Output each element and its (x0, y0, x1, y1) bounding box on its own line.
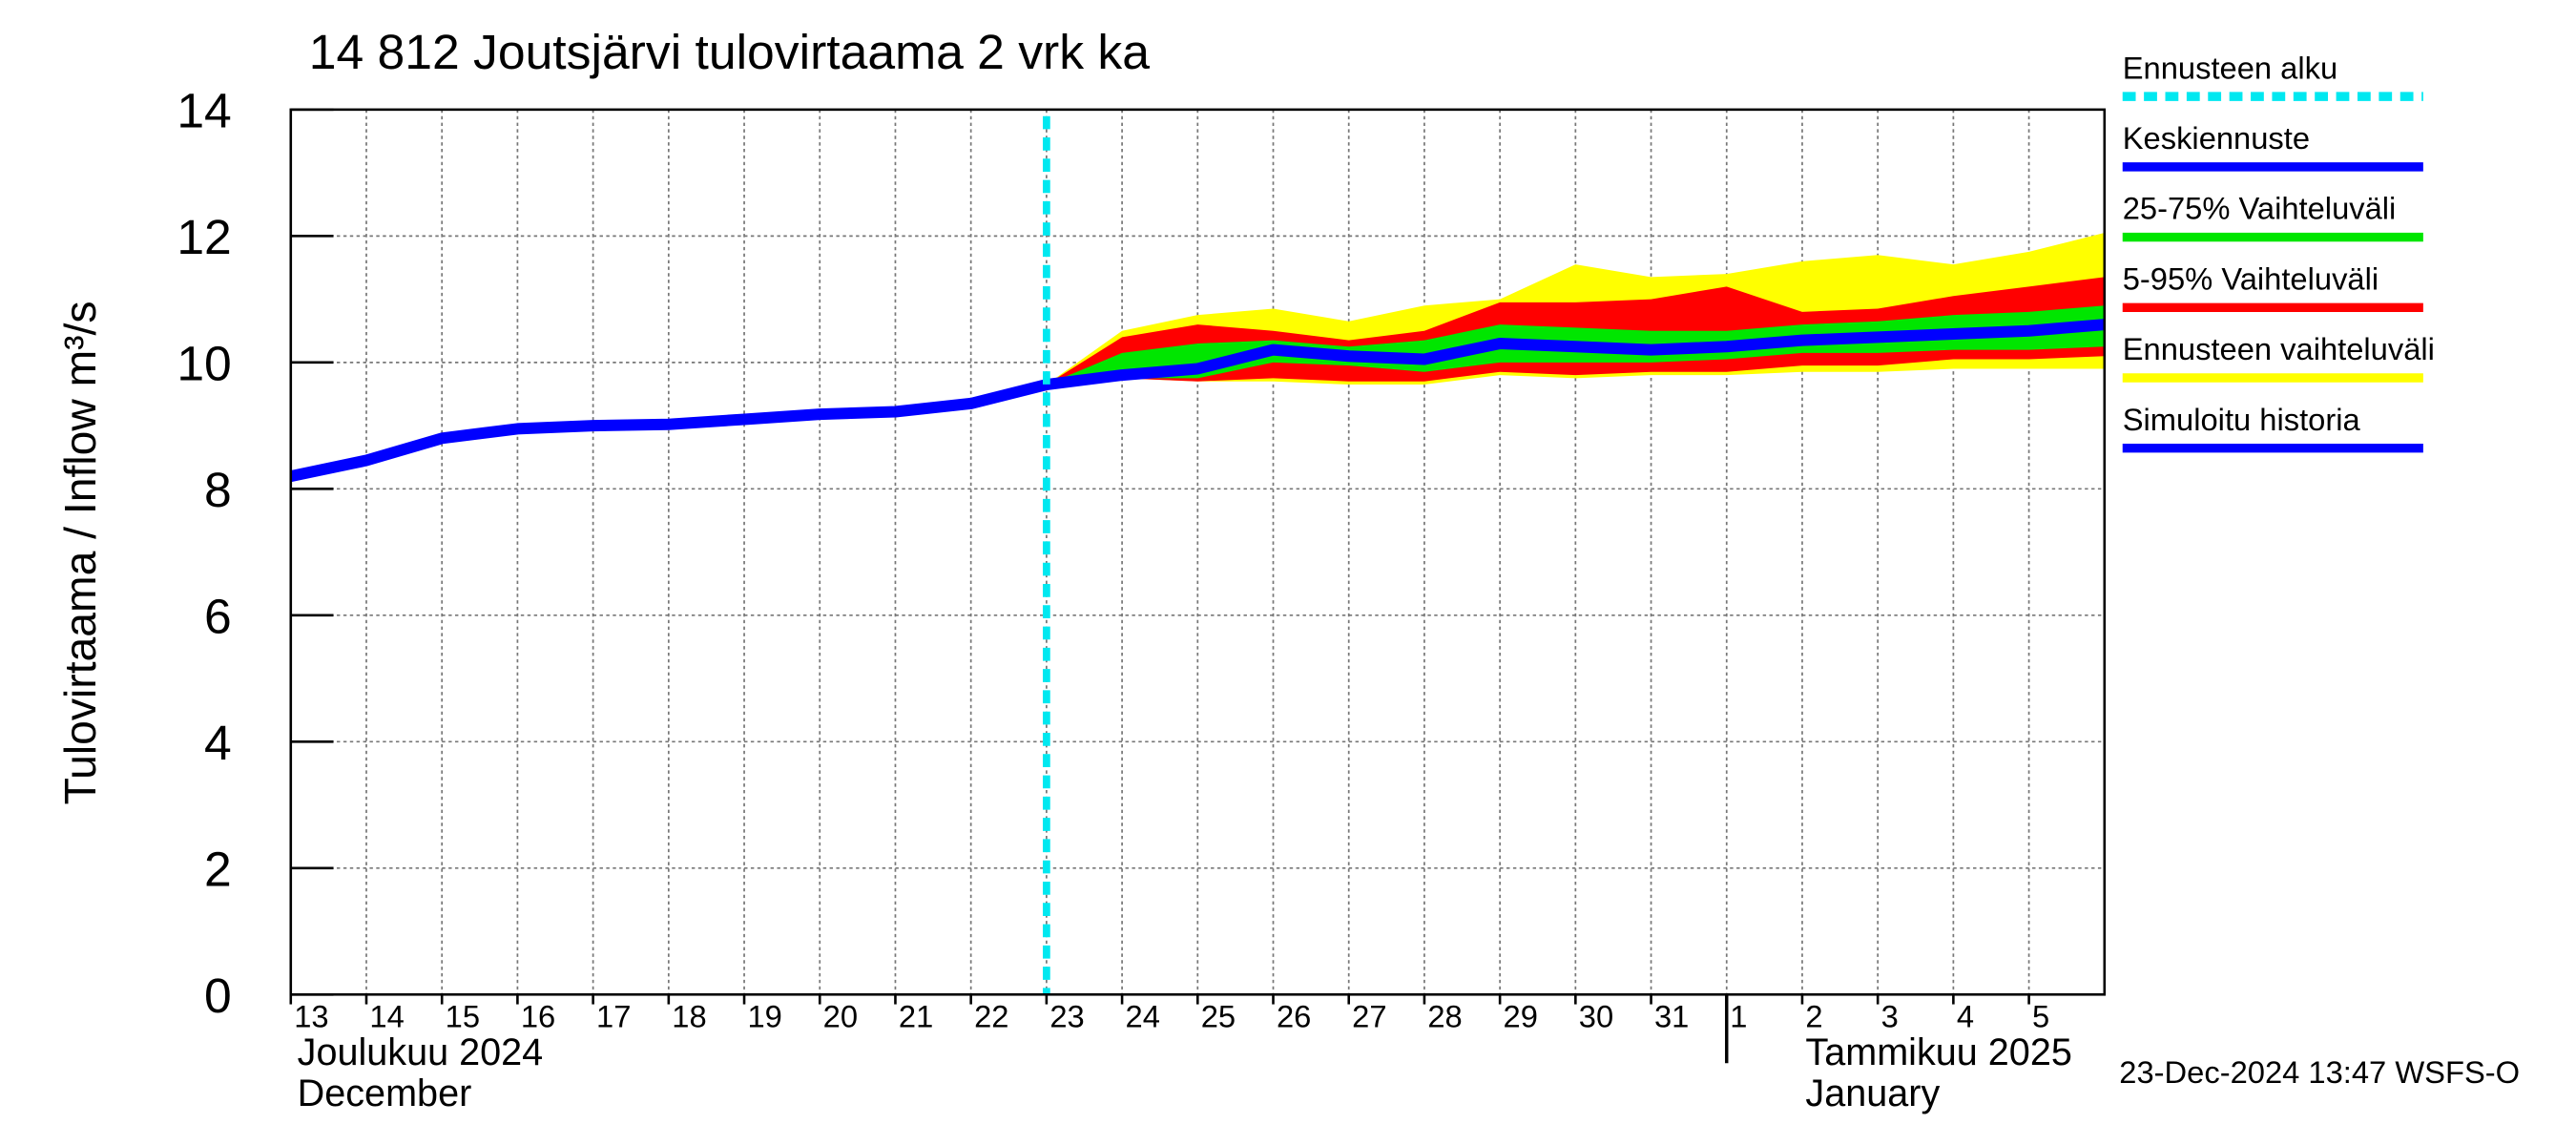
legend-label: 25-75% Vaihteluväli (2123, 191, 2397, 226)
x-tick-label: 23 (1049, 999, 1084, 1034)
y-tick-label: 14 (177, 83, 231, 138)
month-label: Tammikuu 2025 (1805, 1031, 2071, 1073)
x-tick-label: 22 (974, 999, 1008, 1034)
x-tick-label: 15 (446, 999, 480, 1034)
legend-label: Ennusteen vaihteluväli (2123, 331, 2435, 366)
y-tick-label: 4 (204, 715, 232, 770)
x-tick-label: 26 (1277, 999, 1311, 1034)
y-tick-label: 0 (204, 968, 232, 1023)
y-tick-label: 8 (204, 462, 232, 517)
x-tick-label: 25 (1201, 999, 1236, 1034)
x-tick-label: 1 (1730, 999, 1747, 1034)
y-tick-label: 12 (177, 209, 231, 264)
x-tick-label: 18 (672, 999, 706, 1034)
x-tick-label: 24 (1126, 999, 1160, 1034)
x-tick-label: 5 (2032, 999, 2049, 1034)
x-tick-label: 2 (1805, 999, 1822, 1034)
legend-label: 5-95% Vaihteluväli (2123, 260, 2379, 296)
plot-frame (289, 108, 2107, 996)
series-line (1046, 319, 2106, 390)
y-tick-label: 10 (177, 336, 231, 391)
legend-label: Keskiennuste (2123, 120, 2310, 156)
x-tick-label: 17 (596, 999, 631, 1034)
legend-label: Ennusteen alku (2123, 50, 2337, 85)
x-tick-label: 14 (369, 999, 404, 1034)
series-line (289, 379, 1049, 482)
chart-title: 14 812 Joutsjärvi tulovirtaama 2 vrk ka (309, 24, 1151, 79)
month-label: Joulukuu 2024 (298, 1031, 544, 1073)
month-label: January (1805, 1072, 1940, 1114)
x-tick-label: 16 (521, 999, 555, 1034)
x-tick-label: 27 (1352, 999, 1386, 1034)
x-tick-label: 31 (1654, 999, 1689, 1034)
x-tick-label: 19 (747, 999, 781, 1034)
y-axis-label: Tulovirtaama / Inflow m³/s (55, 301, 105, 804)
footer: 23-Dec-2024 13:47 WSFS-O (2119, 1054, 2520, 1090)
x-tick-label: 30 (1579, 999, 1613, 1034)
x-tick-label: 21 (899, 999, 933, 1034)
x-tick-label: 3 (1881, 999, 1899, 1034)
x-tick-label: 13 (294, 999, 328, 1034)
y-tick-label: 2 (204, 842, 232, 897)
x-tick-label: 28 (1427, 999, 1462, 1034)
month-label: December (298, 1072, 472, 1114)
x-tick-label: 29 (1504, 999, 1538, 1034)
x-tick-label: 4 (1957, 999, 1974, 1034)
legend-label: Simuloitu historia (2123, 402, 2361, 437)
y-tick-label: 6 (204, 589, 232, 644)
x-tick-label: 20 (823, 999, 858, 1034)
